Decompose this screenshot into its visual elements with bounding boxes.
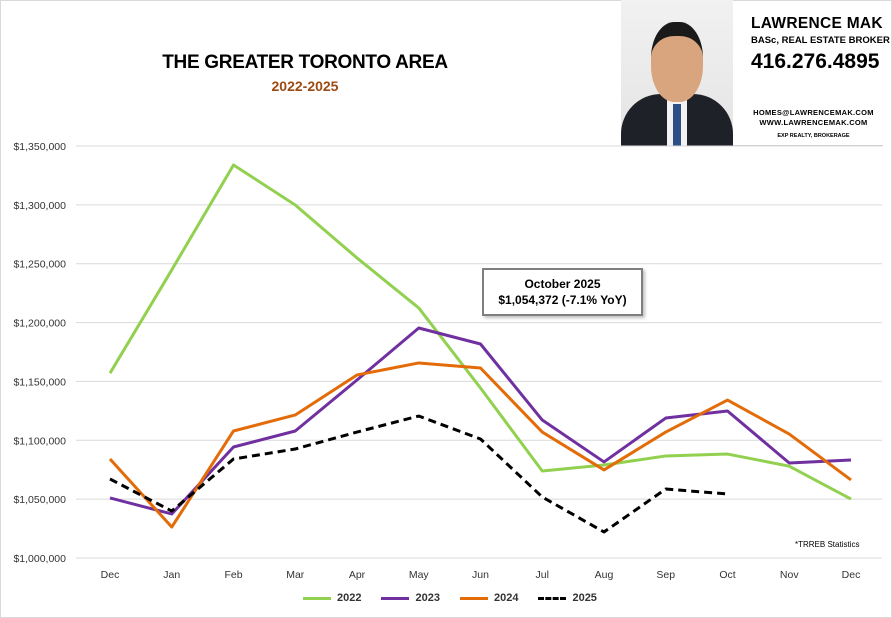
annotation-box: October 2025 $1,054,372 (-7.1% YoY) [482,268,643,316]
x-tick-label: Jan [163,569,180,581]
agent-email: HOMES@LAWRENCEMAK.COM [753,108,874,117]
y-tick-label: $1,300,000 [13,200,66,212]
series-line-2023 [109,326,852,516]
legend-item-2024: 2024 [459,592,519,604]
x-tick-label: Sep [656,569,675,581]
agent-photo [621,0,733,146]
x-tick-label: Dec [101,569,120,581]
legend-label: 2025 [572,592,597,604]
agent-brokerage: EXP REALTY, BROKERAGE [777,133,850,139]
agent-website: WWW.LAWRENCEMAK.COM [759,118,868,127]
y-tick-label: $1,100,000 [13,435,66,447]
legend-item-2022: 2022 [303,592,361,604]
y-tick-label: $1,200,000 [13,318,66,330]
agent-name: LAWRENCE MAK [751,15,883,32]
legend: 2022 2023 2024 2025 [303,592,597,604]
x-tick-label: Mar [286,569,305,581]
x-tick-label: Oct [719,569,735,581]
agent-phone: 416.276.4895 [751,50,880,73]
agent-contact: HOMES@LAWRENCEMAK.COM WWW.LAWRENCEMAK.CO… [751,108,876,128]
x-tick-label: Aug [595,569,614,581]
annotation-line-2: $1,054,372 (-7.1% YoY) [498,293,627,307]
series-line-2022 [108,163,852,501]
x-tick-label: Jun [472,569,489,581]
series-line-2025 [109,414,728,534]
x-tick-label: Nov [780,569,799,581]
legend-item-2023: 2023 [381,592,440,604]
chart-subtitle: 2022-2025 [271,78,339,94]
y-tick-label: $1,050,000 [13,494,66,506]
legend-label: 2024 [493,592,519,604]
y-tick-label: $1,150,000 [13,376,66,388]
y-tick-label: $1,000,000 [13,553,66,565]
chart-title: THE GREATER TORONTO AREA [162,52,448,73]
x-tick-label: Feb [224,569,242,581]
x-tick-label: Apr [349,569,366,581]
x-tick-label: May [409,569,430,581]
x-tick-label: Jul [536,569,549,581]
annotation-line-1: October 2025 [524,277,601,291]
y-tick-label: $1,250,000 [13,259,66,271]
legend-label: 2023 [415,592,440,604]
agent-credentials: BASc, REAL ESTATE BROKER [751,35,890,46]
agent-card: LAWRENCE MAK BASc, REAL ESTATE BROKER 41… [621,0,892,146]
legend-label: 2022 [337,592,362,604]
footnote: *TRREB Statistics [795,540,860,549]
legend-item-2025: 2025 [538,592,597,604]
x-tick-label: Dec [842,569,861,581]
y-tick-label: $1,350,000 [13,141,66,153]
series-line-2024 [108,361,852,529]
